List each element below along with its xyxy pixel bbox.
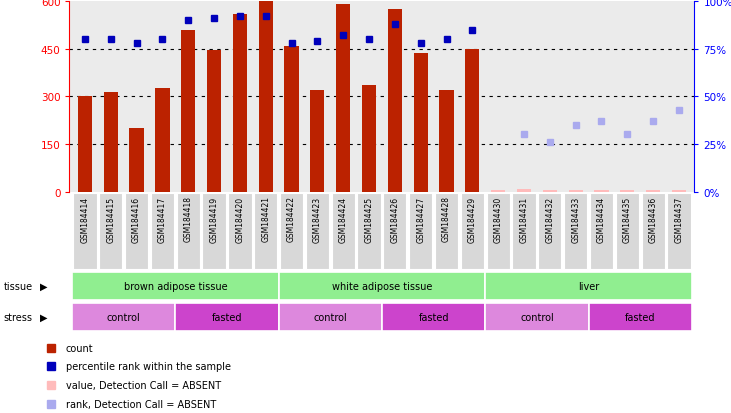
Bar <box>259 2 273 192</box>
Bar <box>569 190 583 192</box>
Text: GSM184416: GSM184416 <box>132 196 141 242</box>
Bar <box>594 191 609 192</box>
FancyBboxPatch shape <box>667 194 691 269</box>
Bar <box>362 86 376 192</box>
Text: GSM184434: GSM184434 <box>597 196 606 242</box>
Text: GSM184420: GSM184420 <box>235 196 244 242</box>
Bar <box>491 190 505 192</box>
Text: control: control <box>314 312 347 322</box>
Text: brown adipose tissue: brown adipose tissue <box>124 281 227 291</box>
Text: GSM184431: GSM184431 <box>520 196 529 242</box>
Text: percentile rank within the sample: percentile rank within the sample <box>66 361 231 371</box>
Text: rank, Detection Call = ABSENT: rank, Detection Call = ABSENT <box>66 399 216 408</box>
FancyBboxPatch shape <box>125 194 148 269</box>
Bar <box>387 10 402 192</box>
FancyBboxPatch shape <box>485 303 588 331</box>
Bar <box>517 190 531 192</box>
Text: GSM184415: GSM184415 <box>106 196 115 242</box>
Text: white adipose tissue: white adipose tissue <box>332 281 432 291</box>
Bar <box>414 54 428 192</box>
FancyBboxPatch shape <box>538 194 561 269</box>
Bar <box>155 89 170 192</box>
Text: GSM184419: GSM184419 <box>210 196 219 242</box>
FancyBboxPatch shape <box>72 272 279 300</box>
FancyBboxPatch shape <box>72 303 175 331</box>
Bar <box>672 190 686 192</box>
Bar <box>284 46 299 192</box>
Text: GSM184427: GSM184427 <box>416 196 425 242</box>
Bar <box>620 190 635 192</box>
FancyBboxPatch shape <box>383 194 406 269</box>
Bar <box>129 129 144 192</box>
Text: GSM184436: GSM184436 <box>648 196 658 242</box>
FancyBboxPatch shape <box>564 194 587 269</box>
Text: GSM184428: GSM184428 <box>442 196 451 242</box>
FancyBboxPatch shape <box>177 194 200 269</box>
FancyBboxPatch shape <box>280 194 303 269</box>
FancyBboxPatch shape <box>279 272 485 300</box>
Bar <box>465 50 480 192</box>
FancyBboxPatch shape <box>642 194 664 269</box>
FancyBboxPatch shape <box>202 194 226 269</box>
FancyBboxPatch shape <box>512 194 536 269</box>
FancyBboxPatch shape <box>616 194 639 269</box>
FancyBboxPatch shape <box>409 194 432 269</box>
Bar <box>542 191 557 192</box>
FancyBboxPatch shape <box>73 194 96 269</box>
Text: control: control <box>107 312 140 322</box>
Text: fasted: fasted <box>212 312 242 322</box>
FancyBboxPatch shape <box>151 194 174 269</box>
Bar <box>310 91 325 192</box>
Text: GSM184417: GSM184417 <box>158 196 167 242</box>
Text: control: control <box>520 312 554 322</box>
FancyBboxPatch shape <box>279 303 382 331</box>
Bar <box>646 191 660 192</box>
Text: GSM184421: GSM184421 <box>261 196 270 242</box>
Text: GSM184423: GSM184423 <box>313 196 322 242</box>
FancyBboxPatch shape <box>254 194 277 269</box>
FancyBboxPatch shape <box>306 194 329 269</box>
FancyBboxPatch shape <box>175 303 279 331</box>
Text: GSM184424: GSM184424 <box>338 196 348 242</box>
Text: GSM184426: GSM184426 <box>390 196 399 242</box>
Text: GSM184433: GSM184433 <box>571 196 580 242</box>
Bar <box>104 92 118 192</box>
FancyBboxPatch shape <box>382 303 485 331</box>
Text: fasted: fasted <box>418 312 449 322</box>
Text: GSM184432: GSM184432 <box>545 196 554 242</box>
FancyBboxPatch shape <box>487 194 510 269</box>
Text: GSM184430: GSM184430 <box>493 196 503 242</box>
Bar <box>181 31 195 192</box>
Text: GSM184418: GSM184418 <box>183 196 193 242</box>
Bar <box>439 91 454 192</box>
FancyBboxPatch shape <box>461 194 484 269</box>
Text: liver: liver <box>578 281 599 291</box>
Text: GSM184435: GSM184435 <box>623 196 632 242</box>
Text: tissue: tissue <box>4 281 33 291</box>
Bar <box>232 15 247 192</box>
Text: GSM184425: GSM184425 <box>365 196 374 242</box>
Text: GSM184437: GSM184437 <box>675 196 683 242</box>
Text: ▶: ▶ <box>40 281 48 291</box>
Bar <box>336 5 350 192</box>
FancyBboxPatch shape <box>99 194 122 269</box>
Text: value, Detection Call = ABSENT: value, Detection Call = ABSENT <box>66 380 221 390</box>
FancyBboxPatch shape <box>590 194 613 269</box>
Bar <box>207 51 221 192</box>
Text: ▶: ▶ <box>40 312 48 322</box>
FancyBboxPatch shape <box>228 194 251 269</box>
FancyBboxPatch shape <box>485 272 692 300</box>
Text: GSM184422: GSM184422 <box>287 196 296 242</box>
Text: count: count <box>66 343 94 353</box>
Text: fasted: fasted <box>625 312 656 322</box>
FancyBboxPatch shape <box>435 194 458 269</box>
FancyBboxPatch shape <box>357 194 381 269</box>
Text: GSM184429: GSM184429 <box>468 196 477 242</box>
FancyBboxPatch shape <box>588 303 692 331</box>
FancyBboxPatch shape <box>332 194 355 269</box>
Text: stress: stress <box>4 312 33 322</box>
Text: GSM184414: GSM184414 <box>80 196 89 242</box>
Bar <box>77 97 92 192</box>
